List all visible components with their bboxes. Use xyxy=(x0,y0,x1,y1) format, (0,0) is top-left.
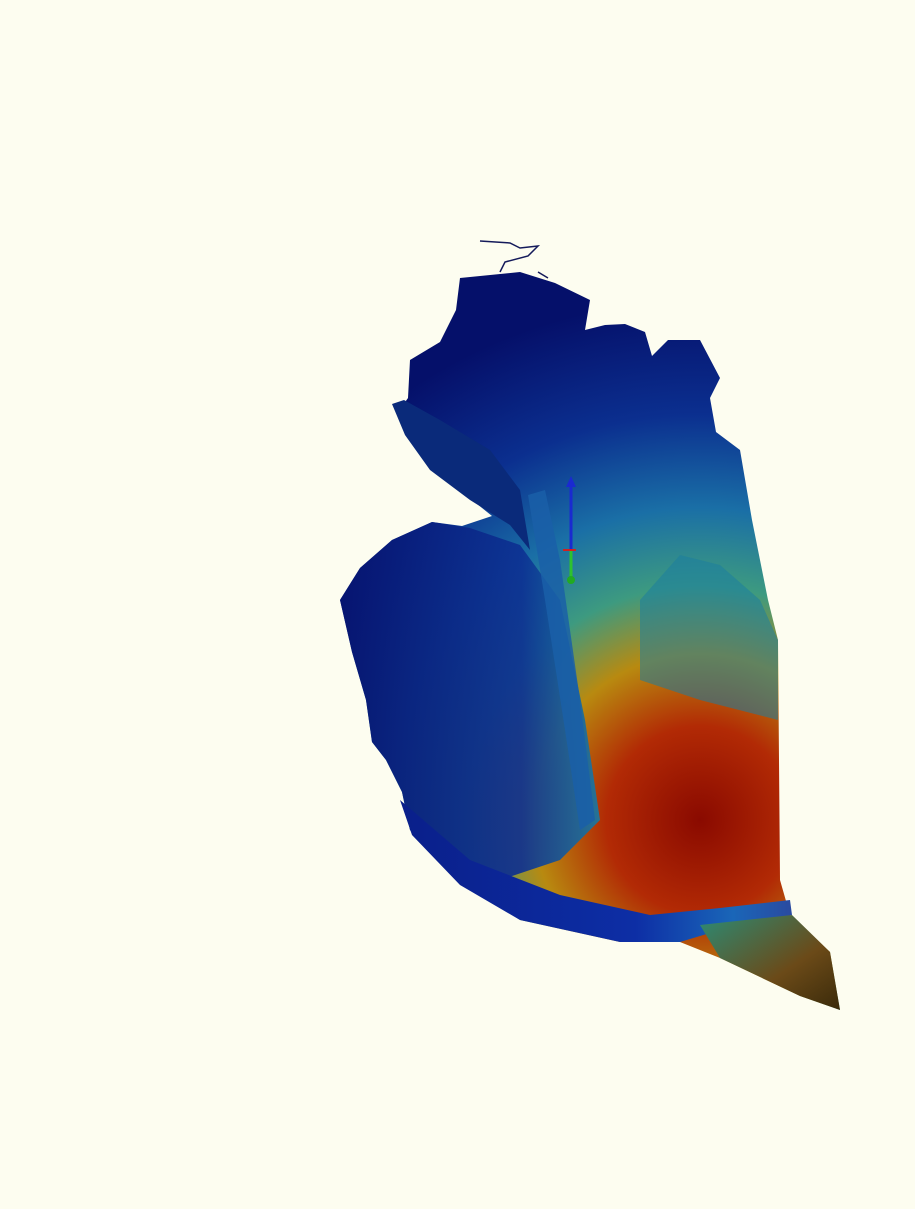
top-strand xyxy=(480,241,548,278)
tail xyxy=(700,915,840,1010)
page xyxy=(0,0,915,1209)
render-view xyxy=(0,0,915,1209)
surface xyxy=(340,241,840,1010)
axis-y-head xyxy=(567,576,575,584)
